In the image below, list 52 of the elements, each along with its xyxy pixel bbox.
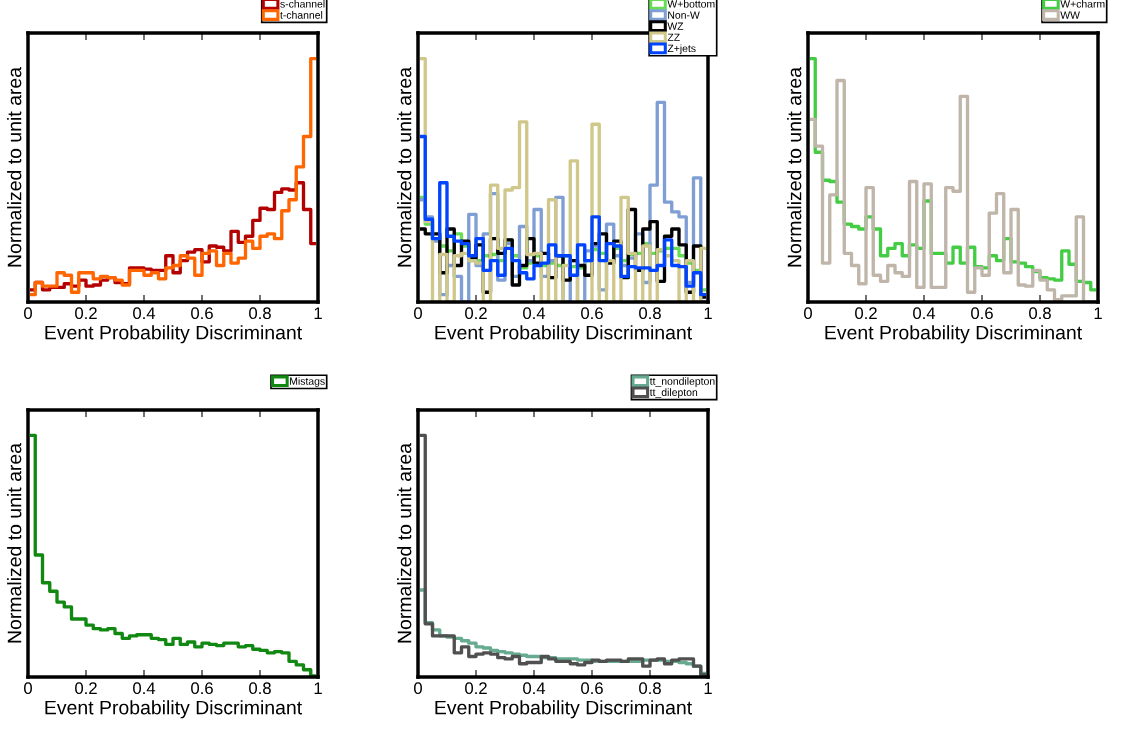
y-axis-title: Normalized to unit area [787, 66, 802, 267]
x-tick-label: 0.6 [971, 307, 993, 320]
legend-label: WZ [667, 22, 684, 30]
x-tick-label: 0.6 [581, 682, 603, 695]
y-axis-title: Normalized to unit area [7, 66, 22, 267]
x-tick-label: 0.2 [855, 307, 877, 320]
x-tick-label: 1 [314, 682, 322, 694]
x-tick-label: 0.4 [133, 307, 156, 320]
x-tick-label: 0 [24, 307, 32, 320]
x-tick-label: 0.4 [913, 307, 936, 320]
legend-label: Z+jets [667, 44, 696, 55]
x-tick-label: 0 [414, 682, 422, 695]
x-tick-label: 0.4 [523, 682, 546, 695]
x-tick-label: 0.8 [639, 307, 661, 320]
x-tick-label: 1 [1094, 307, 1102, 319]
legend-label: tt_dilepton [649, 388, 698, 399]
legend-label: s-channel [280, 0, 325, 8]
legend-label: ZZ [667, 33, 680, 41]
x-tick-label: 0.6 [191, 307, 213, 320]
x-tick-label: 0.8 [639, 682, 661, 695]
x-tick-label: 0.4 [133, 682, 156, 695]
x-axis-title: Event Probability Discriminant [825, 325, 1082, 344]
x-tick-label: 0.2 [465, 682, 487, 695]
x-tick-label: 0.2 [75, 307, 97, 320]
y-axis-title: Normalized to unit area [397, 442, 412, 643]
x-tick-label: 0.2 [75, 682, 97, 695]
legend-label: tt_nondilepton [649, 377, 715, 387]
y-axis-title: Normalized to unit area [397, 66, 412, 267]
x-tick-label: 0.6 [191, 682, 213, 695]
legend-label: t-channel [280, 11, 323, 19]
x-tick-label: 0 [24, 682, 32, 695]
legend-label: W+charm [1060, 0, 1105, 8]
legend-label: W+bottom [667, 0, 715, 8]
x-tick-label: 0.8 [1029, 307, 1051, 320]
x-axis-title: Event Probability Discriminant [435, 325, 692, 344]
x-tick-label: 0 [804, 307, 812, 320]
x-tick-label: 0.4 [523, 307, 546, 320]
x-tick-label: 1 [704, 307, 712, 319]
x-tick-label: 1 [314, 307, 322, 319]
legend-label: WW [1060, 11, 1080, 19]
legend-label: Mistags [290, 377, 325, 387]
x-tick-label: 0.2 [465, 307, 487, 320]
x-tick-label: 0.8 [249, 682, 271, 695]
x-tick-label: 0.8 [249, 307, 271, 320]
x-axis-title: Event Probability Discriminant [45, 325, 302, 344]
x-axis-title: Event Probability Discriminant [45, 700, 302, 719]
x-tick-label: 0 [414, 307, 422, 320]
x-tick-label: 0.6 [581, 307, 603, 320]
x-tick-label: 1 [704, 682, 712, 694]
x-axis-title: Event Probability Discriminant [435, 700, 692, 719]
y-axis-title: Normalized to unit area [7, 442, 22, 643]
legend-label: Non-W [668, 11, 700, 19]
